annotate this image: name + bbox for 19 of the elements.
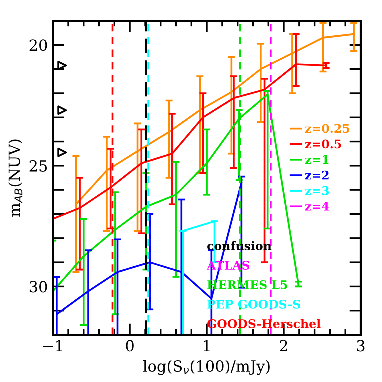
x-tick-label: −1: [43, 340, 62, 352]
x-tick-label: 3: [357, 340, 365, 352]
y-tick-label: 25: [30, 160, 48, 172]
x-axis-title: log(S$_{ν}$(100)/mJy): [143, 360, 270, 376]
x-tick-label: 1: [204, 340, 210, 352]
point: [58, 60, 68, 70]
y-tick-label: 20: [30, 40, 48, 52]
x-tick-label: 2: [280, 340, 288, 352]
legend-label: z=2: [305, 170, 329, 180]
y-tick-label: 30: [30, 281, 48, 293]
y-axis-title: m$_{AB}$(NUV): [8, 140, 23, 217]
legend-label: z=3: [305, 186, 330, 196]
legend-label: z=1: [305, 155, 329, 164]
point: [58, 148, 68, 158]
legend-label: z=4: [305, 202, 330, 211]
legend-label: z=0.25: [305, 124, 350, 134]
point: [58, 106, 68, 116]
x-tick-label: 0: [126, 340, 134, 352]
legend-label: z=0.5: [305, 140, 342, 149]
